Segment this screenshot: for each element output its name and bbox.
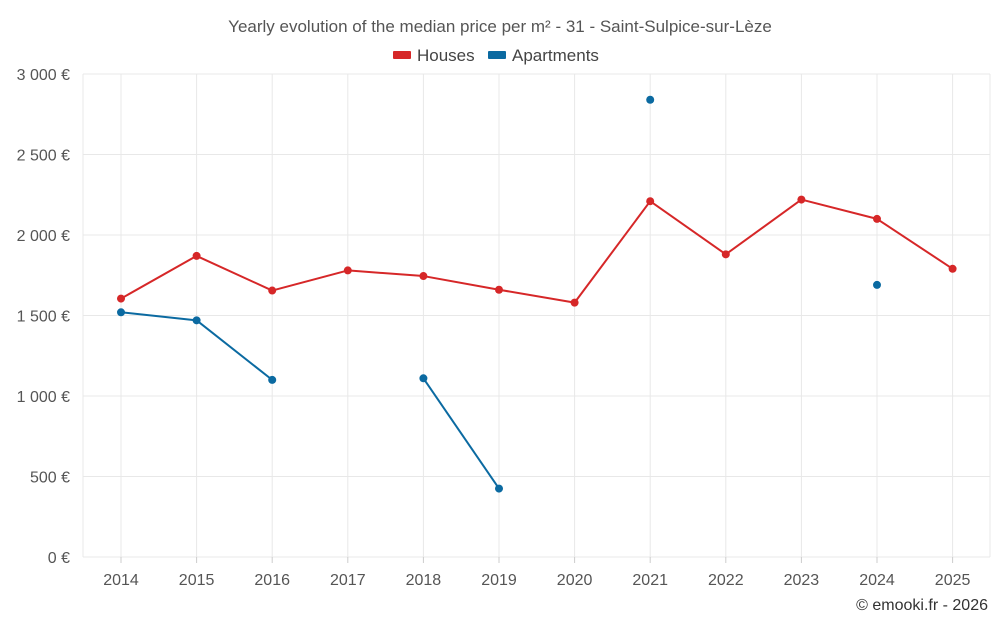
data-point-houses[interactable] (797, 195, 806, 204)
data-point-houses[interactable] (343, 266, 352, 275)
x-tick-label: 2025 (935, 572, 971, 589)
y-tick-label: 500 € (30, 470, 70, 487)
data-point-apartments[interactable] (419, 374, 428, 383)
x-tick-label: 2023 (784, 572, 820, 589)
x-tick-label: 2015 (179, 572, 215, 589)
y-tick-label: 3 000 € (17, 67, 70, 84)
data-point-apartments[interactable] (117, 308, 125, 317)
series-apartments (117, 95, 881, 493)
data-point-houses[interactable] (873, 214, 881, 223)
data-point-houses[interactable] (117, 294, 125, 303)
x-tick-label: 2016 (254, 572, 290, 589)
data-point-houses[interactable] (646, 197, 655, 206)
data-point-houses[interactable] (268, 286, 277, 295)
x-tick-label: 2017 (330, 572, 366, 589)
x-tick-label: 2018 (406, 572, 442, 589)
data-point-houses[interactable] (495, 285, 503, 294)
x-tick-label: 2020 (557, 572, 593, 589)
plot-area (117, 95, 957, 493)
y-tick-label: 2 000 € (17, 228, 70, 245)
x-tick-label: 2014 (103, 572, 139, 589)
data-point-houses[interactable] (948, 264, 957, 273)
x-tick-label: 2024 (859, 572, 895, 589)
y-tick-label: 1 500 € (17, 309, 70, 326)
series-line-houses (120, 198, 954, 304)
data-point-houses[interactable] (570, 298, 579, 307)
x-tick-label: 2022 (708, 572, 744, 589)
data-point-houses[interactable] (721, 250, 730, 259)
y-axis: 0 € 500 € 1 000 € 1 500 € 2 000 € 2 500 € 3 00… (17, 67, 70, 567)
y-tick-label: 0 € (48, 550, 70, 567)
y-tick-label: 1 000 € (17, 389, 70, 406)
legend-swatch-apartments (488, 51, 506, 59)
y-tick-label: 2 500 € (17, 148, 70, 165)
data-point-houses[interactable] (419, 272, 428, 281)
legend-label-houses: Houses (417, 46, 475, 65)
legend-swatch-houses (393, 51, 411, 59)
copyright-text: © emooki.fr - 2026 (856, 597, 988, 614)
series-houses (117, 195, 957, 307)
legend-item-apartments[interactable]: Apartments (488, 46, 599, 65)
legend-item-houses[interactable]: Houses (393, 46, 475, 65)
legend-label-apartments: Apartments (512, 46, 599, 65)
x-tick-label: 2019 (481, 572, 517, 589)
data-point-apartments[interactable] (268, 375, 277, 384)
data-point-houses[interactable] (192, 251, 201, 260)
chart-title: Yearly evolution of the median price per… (228, 17, 772, 36)
series-line-apartments (422, 377, 500, 490)
grid (82, 73, 991, 563)
data-point-apartments[interactable] (873, 280, 881, 289)
data-point-apartments[interactable] (646, 95, 655, 104)
data-point-apartments[interactable] (495, 484, 503, 493)
legend: Houses Apartments (393, 46, 599, 65)
x-tick-label: 2021 (632, 572, 668, 589)
data-point-apartments[interactable] (192, 316, 201, 325)
x-axis: 2014 2015 2016 2017 2018 2019 2020 2021 2022 2023… (103, 572, 970, 589)
